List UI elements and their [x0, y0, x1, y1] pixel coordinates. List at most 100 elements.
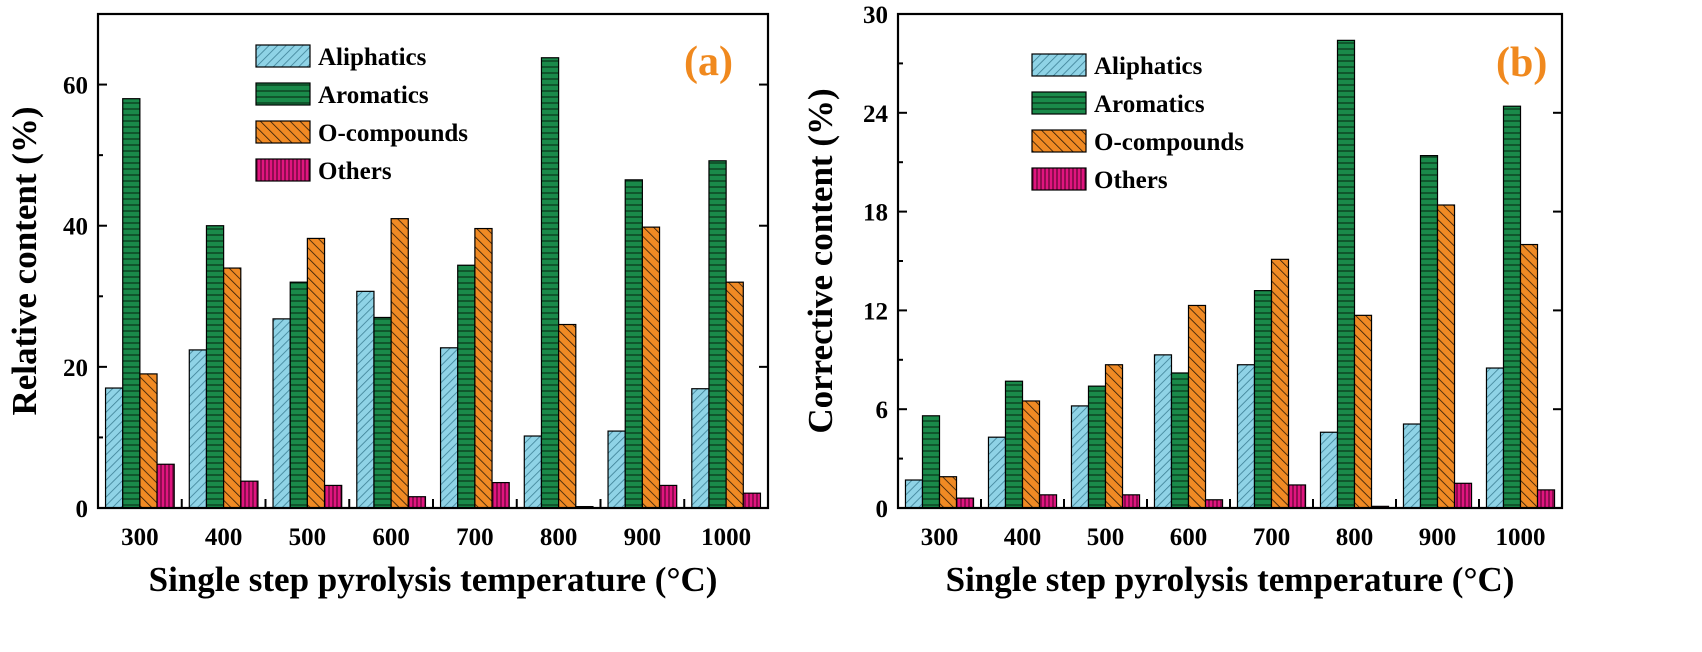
bar-o-compounds-600: [1187, 304, 1207, 509]
bar-aliphatics-400: [188, 349, 208, 509]
y-tick-label: 60: [63, 73, 88, 100]
bar-aliphatics-900: [1402, 423, 1422, 509]
bar-aliphatics-400: [987, 436, 1007, 509]
bar-aromatics-400: [205, 225, 225, 509]
x-tick-label: 400: [1004, 524, 1042, 551]
y-axis-label: Relative content (%): [5, 106, 44, 415]
bar-aromatics-400: [1004, 380, 1024, 509]
bar-aromatics-800: [540, 57, 560, 509]
bar-aliphatics-800: [1319, 431, 1339, 509]
y-tick-label: 18: [863, 200, 888, 227]
bar-aromatics-300: [921, 415, 941, 509]
x-axis-label: Single step pyrolysis temperature (°C): [946, 560, 1515, 599]
y-tick-label: 40: [63, 214, 88, 241]
x-axis-label: Single step pyrolysis temperature (°C): [149, 560, 718, 599]
bar-aromatics-1000: [1502, 105, 1522, 509]
panel-label: (a): [684, 39, 733, 85]
legend-label-aromatics: Aromatics: [1094, 91, 1205, 118]
x-tick-label: 900: [1419, 524, 1457, 551]
y-tick-label: 0: [76, 496, 89, 523]
bar-others-300: [156, 463, 175, 509]
bar-others-900: [1453, 482, 1473, 509]
bar-aliphatics-800: [523, 435, 543, 509]
bar-aliphatics-700: [439, 347, 459, 509]
legend-label-others: Others: [1094, 167, 1168, 194]
bar-aromatics-900: [1419, 155, 1439, 509]
bar-others-1000: [1536, 489, 1556, 509]
x-tick-label: 1000: [1496, 524, 1546, 551]
bar-aliphatics-300: [904, 479, 924, 509]
bar-o-compounds-300: [139, 373, 158, 509]
y-tick-label: 0: [876, 496, 889, 523]
bar-aromatics-700: [457, 264, 476, 509]
bar-o-compounds-1000: [725, 281, 744, 509]
bar-others-1000: [742, 492, 762, 509]
bar-others-400: [240, 480, 259, 509]
legend-label-o-compounds: O-compounds: [318, 120, 468, 147]
legend-swatch-others: [255, 158, 311, 182]
bar-aromatics-300: [122, 98, 141, 509]
bar-o-compounds-1000: [1519, 243, 1539, 509]
bar-others-700: [1287, 484, 1307, 509]
bar-aromatics-800: [1336, 39, 1356, 509]
y-axis-label: Corrective content (%): [801, 88, 840, 433]
plot-frame: [896, 12, 1564, 510]
bar-o-compounds-300: [938, 476, 958, 509]
bar-others-400: [1038, 494, 1058, 509]
bar-aromatics-1000: [708, 160, 727, 509]
legend-swatch-aliphatics: [1031, 53, 1087, 77]
bar-others-600: [407, 496, 427, 509]
bar-aromatics-600: [1170, 372, 1190, 509]
x-tick-label: 600: [1170, 524, 1208, 551]
legend-swatch-aromatics: [255, 82, 311, 106]
panel-a: 0 20 40 60 300 400 500 600 700 800 900 1000 Single s…: [5, 12, 770, 599]
legend-swatch-o-compounds: [255, 120, 311, 144]
legend: Aliphatics Aromatics O-compounds Others: [1031, 53, 1244, 194]
bar-aliphatics-900: [607, 430, 626, 509]
bar-o-compounds-800: [1353, 314, 1373, 509]
legend-label-others: Others: [318, 158, 392, 185]
y-tick-label: 30: [863, 2, 888, 29]
bar-o-compounds-400: [223, 267, 242, 509]
bar-others-900: [658, 484, 678, 509]
legend-swatch-aromatics: [1031, 91, 1087, 115]
x-tick-label: 1000: [701, 524, 751, 551]
bar-others-700: [491, 481, 510, 509]
x-tick-label: 500: [1087, 524, 1125, 551]
panel-b: 0 6 12 18 24 30 300 400 500 600 700 800 900 1000 Singl…: [801, 2, 1564, 599]
bar-aliphatics-1000: [691, 388, 710, 509]
bar-others-500: [323, 484, 343, 509]
x-tick-label: 600: [372, 524, 410, 551]
x-tick-label: 900: [624, 524, 662, 551]
bar-aliphatics-600: [356, 290, 375, 509]
x-tick-label: 300: [121, 524, 159, 551]
legend-swatch-aliphatics: [255, 44, 311, 68]
bar-aliphatics-500: [272, 318, 291, 509]
legend-label-o-compounds: O-compounds: [1094, 129, 1244, 156]
legend-swatch-o-compounds: [1031, 129, 1087, 153]
legend-swatch-others: [1031, 167, 1087, 191]
y-tick-label: 20: [63, 355, 88, 382]
x-tick-label: 400: [205, 524, 243, 551]
bar-aromatics-900: [624, 179, 643, 509]
x-tick-label: 800: [540, 524, 578, 551]
legend-label-aliphatics: Aliphatics: [318, 44, 427, 71]
legend-label-aliphatics: Aliphatics: [1094, 53, 1203, 80]
bar-o-compounds-900: [1436, 204, 1456, 509]
legend-label-aromatics: Aromatics: [318, 82, 429, 109]
x-tick-label: 500: [289, 524, 327, 551]
bar-aromatics-500: [1087, 385, 1107, 509]
bar-aliphatics-700: [1236, 364, 1256, 509]
x-tick-label: 700: [1253, 524, 1291, 551]
bar-o-compounds-500: [306, 237, 326, 509]
bar-o-compounds-600: [390, 218, 409, 509]
bar-o-compounds-400: [1021, 400, 1041, 509]
bar-aliphatics-500: [1070, 405, 1090, 509]
bar-others-300: [955, 497, 975, 509]
bar-aliphatics-600: [1153, 354, 1173, 509]
bar-o-compounds-700: [474, 227, 493, 509]
bar-aliphatics-300: [104, 387, 124, 509]
bar-aliphatics-1000: [1485, 367, 1505, 509]
bar-o-compounds-800: [558, 323, 577, 509]
bar-others-600: [1204, 499, 1224, 509]
